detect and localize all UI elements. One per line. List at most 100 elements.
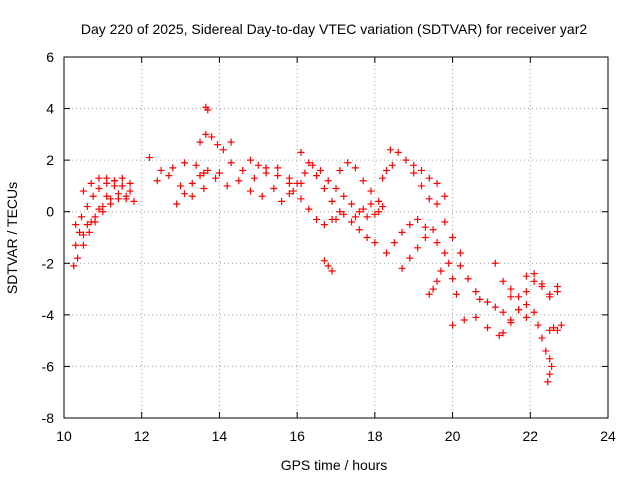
series-track-2 [72, 177, 134, 229]
data-point [169, 164, 177, 172]
data-point [285, 174, 293, 182]
data-point [103, 192, 111, 200]
data-point [495, 331, 503, 339]
data-point [433, 277, 441, 285]
series-track-31 [456, 262, 480, 296]
data-point [320, 221, 328, 229]
y-tick-label: 2 [46, 152, 54, 168]
data-point [544, 378, 552, 386]
data-point [449, 275, 457, 283]
data-point [72, 241, 80, 249]
data-point [441, 192, 449, 200]
series-track-4 [76, 190, 130, 236]
x-tick-label: 14 [212, 428, 228, 444]
data-point [546, 355, 554, 363]
series-track-28 [433, 239, 460, 298]
data-point [305, 159, 313, 167]
series-track-19 [332, 210, 379, 247]
x-tick-label: 12 [134, 428, 150, 444]
data-point [305, 205, 313, 213]
series-track-1 [70, 195, 138, 270]
data-point [247, 156, 255, 164]
y-axis-label: SDTVAR / TECUs [4, 182, 20, 294]
y-tick-label: 4 [46, 101, 54, 117]
data-point [499, 329, 507, 337]
y-tick-label: 0 [46, 204, 54, 220]
data-point [530, 277, 538, 285]
data-point [359, 177, 367, 185]
data-points [70, 103, 565, 386]
data-point [111, 177, 119, 185]
data-point [130, 197, 138, 205]
data-point [227, 138, 235, 146]
data-point [553, 326, 561, 334]
data-point [406, 221, 414, 229]
data-point [388, 161, 396, 169]
data-point [297, 148, 305, 156]
series-track-32 [476, 295, 507, 316]
data-point [429, 226, 437, 234]
series-track-29 [433, 200, 464, 257]
series-track-8 [173, 166, 212, 208]
data-point [538, 334, 546, 342]
data-point [383, 249, 391, 257]
data-point [456, 262, 464, 270]
data-point [74, 254, 82, 262]
data-point [278, 197, 286, 205]
data-point [107, 195, 115, 203]
data-point [433, 239, 441, 247]
data-point [406, 254, 414, 262]
data-point [91, 213, 99, 221]
data-point [180, 159, 188, 167]
data-point [332, 185, 340, 193]
series-track-24 [386, 146, 433, 203]
x-tick-label: 10 [56, 428, 72, 444]
data-point [476, 295, 484, 303]
data-point [402, 156, 410, 164]
data-point [212, 174, 220, 182]
series-track-12 [223, 177, 278, 200]
series-track-14 [278, 161, 332, 205]
data-point [472, 288, 480, 296]
data-point [76, 228, 84, 236]
data-point [145, 154, 153, 162]
data-point [316, 166, 324, 174]
data-point [491, 259, 499, 267]
data-point [313, 215, 321, 223]
data-point [410, 161, 418, 169]
data-point [433, 179, 441, 187]
series-track-16 [297, 148, 344, 216]
data-point [414, 244, 422, 252]
data-point [95, 174, 103, 182]
series-track-5 [79, 174, 126, 195]
data-point [83, 203, 91, 211]
data-point [157, 166, 165, 174]
y-axis-ticks: -8 -6 -4 -2 0 2 4 6 [42, 49, 608, 426]
series-track-27 [425, 267, 445, 298]
data-point [460, 316, 468, 324]
data-point [507, 285, 515, 293]
data-point [70, 262, 78, 270]
data-point [417, 166, 425, 174]
data-point [546, 370, 554, 378]
data-point [227, 159, 235, 167]
data-point [542, 347, 550, 355]
x-tick-label: 24 [600, 428, 616, 444]
x-tick-label: 16 [289, 428, 305, 444]
data-point [379, 203, 387, 211]
data-point [313, 172, 321, 180]
data-point [87, 179, 95, 187]
data-point [530, 270, 538, 278]
series-track-6 [145, 154, 208, 177]
data-point [95, 205, 103, 213]
data-point [464, 275, 472, 283]
data-point [165, 172, 173, 180]
data-point [118, 182, 126, 190]
data-point [546, 326, 554, 334]
data-point [417, 182, 425, 190]
data-point [208, 133, 216, 141]
data-point [200, 169, 208, 177]
data-point [386, 146, 394, 154]
data-point [250, 174, 258, 182]
